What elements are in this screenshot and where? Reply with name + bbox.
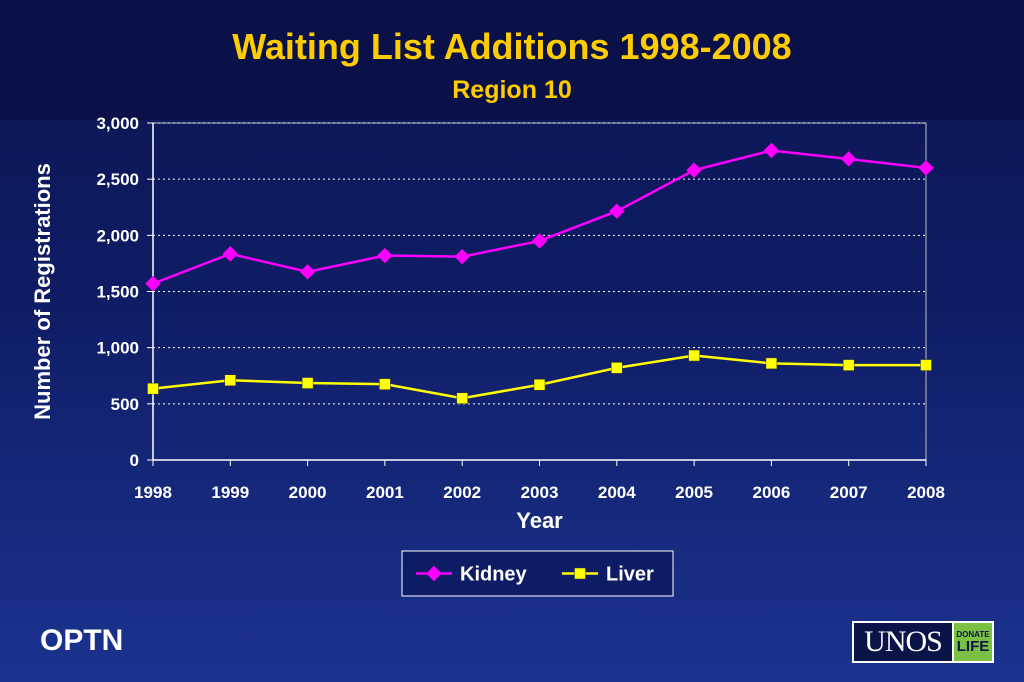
badge-line2: LIFE [956, 637, 990, 655]
liver-point [765, 357, 778, 370]
kidney-point [840, 151, 857, 167]
liver-point [688, 349, 700, 362]
x-tick-label: 2008 [907, 483, 945, 502]
kidney-point [918, 160, 934, 176]
y-tick-label: 2,500 [96, 170, 139, 189]
x-tick-label: 1999 [211, 483, 249, 502]
x-tick-label: 2005 [675, 483, 713, 502]
y-tick-label: 1,000 [96, 339, 139, 358]
unos-logo: UNOS DONATE LIFE [852, 621, 994, 663]
chart-subtitle: Region 10 [452, 76, 572, 104]
kidney-legend-label: Kidney [460, 564, 528, 586]
liver-point [611, 362, 623, 374]
optn-label: OPTN [40, 624, 124, 657]
liver-point [379, 378, 391, 390]
x-tick-label: 2000 [289, 483, 327, 502]
x-tick-label: 2002 [443, 483, 481, 502]
x-tick-label: 1998 [134, 483, 172, 502]
header-band [0, 0, 1024, 120]
kidney-point [145, 275, 161, 292]
kidney-point [377, 247, 393, 264]
liver-point [920, 359, 932, 371]
y-tick-label: 0 [130, 451, 139, 470]
y-tick-label: 500 [111, 395, 139, 414]
x-axis-title: Year [516, 508, 563, 533]
liver-legend-marker [574, 567, 586, 580]
kidney-legend-marker [426, 565, 442, 582]
donate-life-badge: DONATE LIFE [954, 623, 992, 661]
liver-series-line [152, 354, 926, 400]
x-tick-label: 2004 [598, 483, 636, 502]
kidney-point [454, 248, 470, 265]
x-tick-label: 2006 [752, 483, 790, 502]
y-tick-label: 3,000 [96, 114, 139, 133]
kidney-point [222, 246, 239, 262]
unos-logo-text: UNOS [854, 623, 954, 661]
kidney-point [299, 264, 316, 280]
liver-point [224, 374, 237, 386]
badge-line1: DONATE [956, 629, 990, 639]
liver-point [842, 359, 855, 371]
liver-legend-label: Liver [606, 564, 654, 586]
liver-point [301, 377, 314, 389]
liver-point [147, 382, 159, 395]
chart-title: Waiting List Additions 1998-2008 [232, 26, 792, 67]
x-tick-label: 2003 [521, 483, 559, 502]
x-tick-label: 2007 [830, 483, 868, 502]
kidney-point [686, 162, 702, 178]
y-axis-title: Number of Registrations [30, 163, 55, 420]
kidney-series-line [152, 149, 927, 285]
kidney-point [609, 203, 625, 219]
y-tick-label: 2,000 [96, 226, 139, 245]
kidney-point [763, 142, 780, 159]
x-tick-label: 2001 [366, 483, 404, 502]
liver-point [533, 378, 546, 391]
y-tick-label: 1,500 [96, 283, 139, 302]
kidney-point [531, 233, 548, 249]
liver-point [456, 392, 468, 404]
